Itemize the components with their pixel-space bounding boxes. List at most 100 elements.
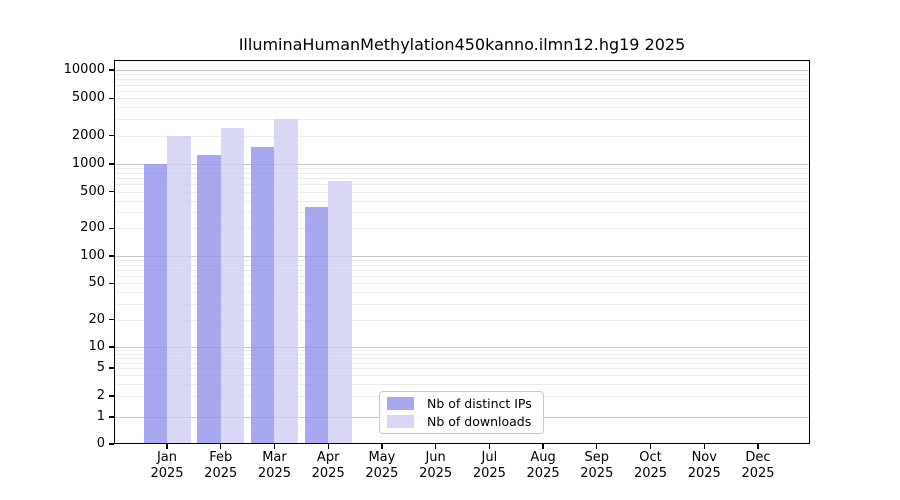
bar-downloads-feb: [220, 128, 245, 444]
spine-top: [114, 60, 810, 62]
x-tick: [166, 444, 168, 449]
gridline-minor: [114, 264, 810, 266]
legend-item-distinct-ips: Nb of distinct IPs: [387, 396, 543, 411]
gridline-minor: [114, 350, 810, 352]
gridline-minor: [114, 119, 810, 121]
x-tick-label: Feb 2025: [186, 450, 256, 482]
gridline-minor: [114, 168, 810, 170]
x-tick-label: Jul 2025: [454, 450, 524, 482]
y-tick: [109, 282, 114, 285]
gridline-minor: [114, 135, 810, 137]
x-tick-year: 2025: [204, 466, 238, 481]
gridline-minor: [114, 79, 810, 81]
y-tick: [109, 97, 114, 99]
gridline-major: [114, 256, 810, 257]
x-tick-month: Dec: [745, 450, 771, 465]
gridline-minor: [114, 283, 810, 285]
x-tick-month: Aug: [530, 450, 556, 465]
gridline-minor: [114, 319, 810, 321]
gridline-minor: [114, 107, 810, 109]
x-tick-month: May: [368, 450, 396, 465]
x-tick-label: Jun 2025: [401, 450, 471, 482]
x-tick-label: Mar 2025: [239, 450, 309, 482]
gridline-minor: [114, 84, 810, 86]
gridline-minor: [114, 172, 810, 174]
bar-downloads-jan: [167, 135, 191, 444]
y-tick-label: 0: [96, 436, 105, 451]
x-tick-year: 2025: [150, 466, 184, 481]
x-tick: [220, 444, 222, 449]
gridline-minor: [114, 362, 810, 364]
legend-label-distinct-ips: Nb of distinct IPs: [427, 396, 532, 411]
x-tick-label: Apr 2025: [293, 450, 363, 482]
x-tick-month: Feb: [209, 450, 233, 465]
legend-label-downloads: Nb of downloads: [427, 414, 532, 429]
y-tick-label: 10000: [63, 62, 105, 77]
x-tick-year: 2025: [365, 466, 399, 481]
y-tick-label: 2000: [71, 127, 105, 143]
gridline-minor: [114, 353, 810, 355]
y-tick: [109, 255, 114, 257]
y-tick: [109, 395, 114, 397]
legend: Nb of distinct IPs Nb of downloads: [379, 391, 544, 434]
x-tick-year: 2025: [257, 466, 291, 481]
x-tick-month: Apr: [316, 450, 340, 465]
x-tick-month: Nov: [691, 450, 717, 465]
x-tick-label: Sep 2025: [562, 450, 632, 482]
gridline-minor: [114, 184, 810, 186]
y-tick-label: 20: [88, 311, 105, 327]
y-tick-label: 200: [80, 220, 105, 236]
x-tick-label: Aug 2025: [508, 450, 578, 482]
y-tick: [109, 135, 114, 137]
y-tick: [109, 227, 114, 229]
y-tick-label: 500: [80, 183, 105, 199]
x-tick-year: 2025: [741, 466, 775, 481]
gridline-minor: [114, 303, 810, 305]
x-tick-year: 2025: [687, 466, 721, 481]
gridline-minor: [114, 98, 810, 100]
legend-swatch-downloads: [387, 415, 414, 428]
y-tick-label: 10: [88, 339, 105, 354]
x-tick: [596, 444, 598, 449]
bar-distinct-ips-jan: [143, 164, 167, 444]
gridline-minor: [114, 357, 810, 359]
x-tick: [757, 444, 759, 449]
x-tick-year: 2025: [633, 466, 668, 481]
x-tick-year: 2025: [311, 466, 345, 481]
x-tick-label: Oct 2025: [616, 450, 686, 482]
y-tick: [109, 367, 114, 369]
x-tick: [381, 444, 383, 449]
gridline-minor: [114, 383, 810, 385]
y-tick: [109, 416, 114, 418]
y-tick: [109, 443, 114, 445]
y-tick: [109, 346, 114, 348]
x-tick: [434, 444, 437, 449]
y-tick-label: 5: [96, 360, 105, 376]
x-tick-month: Jan: [156, 450, 178, 465]
x-tick: [703, 444, 705, 449]
x-tick-year: 2025: [419, 466, 453, 481]
bar-distinct-ips-mar: [250, 147, 275, 444]
y-tick: [109, 191, 114, 193]
x-tick: [273, 444, 276, 449]
spine-bottom: [114, 442, 810, 444]
y-tick-label: 50: [88, 275, 105, 291]
gridline-major: [114, 70, 810, 71]
y-tick: [109, 163, 114, 165]
gridline-minor: [114, 191, 810, 193]
bar-distinct-ips-feb: [197, 154, 221, 444]
gridline-major: [114, 347, 810, 348]
x-tick: [327, 444, 329, 449]
gridline-minor: [114, 276, 810, 278]
gridline-minor: [114, 228, 810, 230]
x-tick-month: Jun: [425, 450, 446, 465]
gridline-minor: [114, 90, 810, 92]
gridline-minor: [114, 292, 810, 294]
y-tick-label: 100: [80, 248, 105, 263]
gridline-minor: [114, 178, 810, 180]
bar-downloads-apr: [328, 181, 352, 444]
x-tick-label: May 2025: [347, 450, 417, 482]
spine-left: [114, 60, 116, 444]
y-tick-label: 1000: [71, 156, 105, 171]
gridline-minor: [114, 200, 810, 202]
